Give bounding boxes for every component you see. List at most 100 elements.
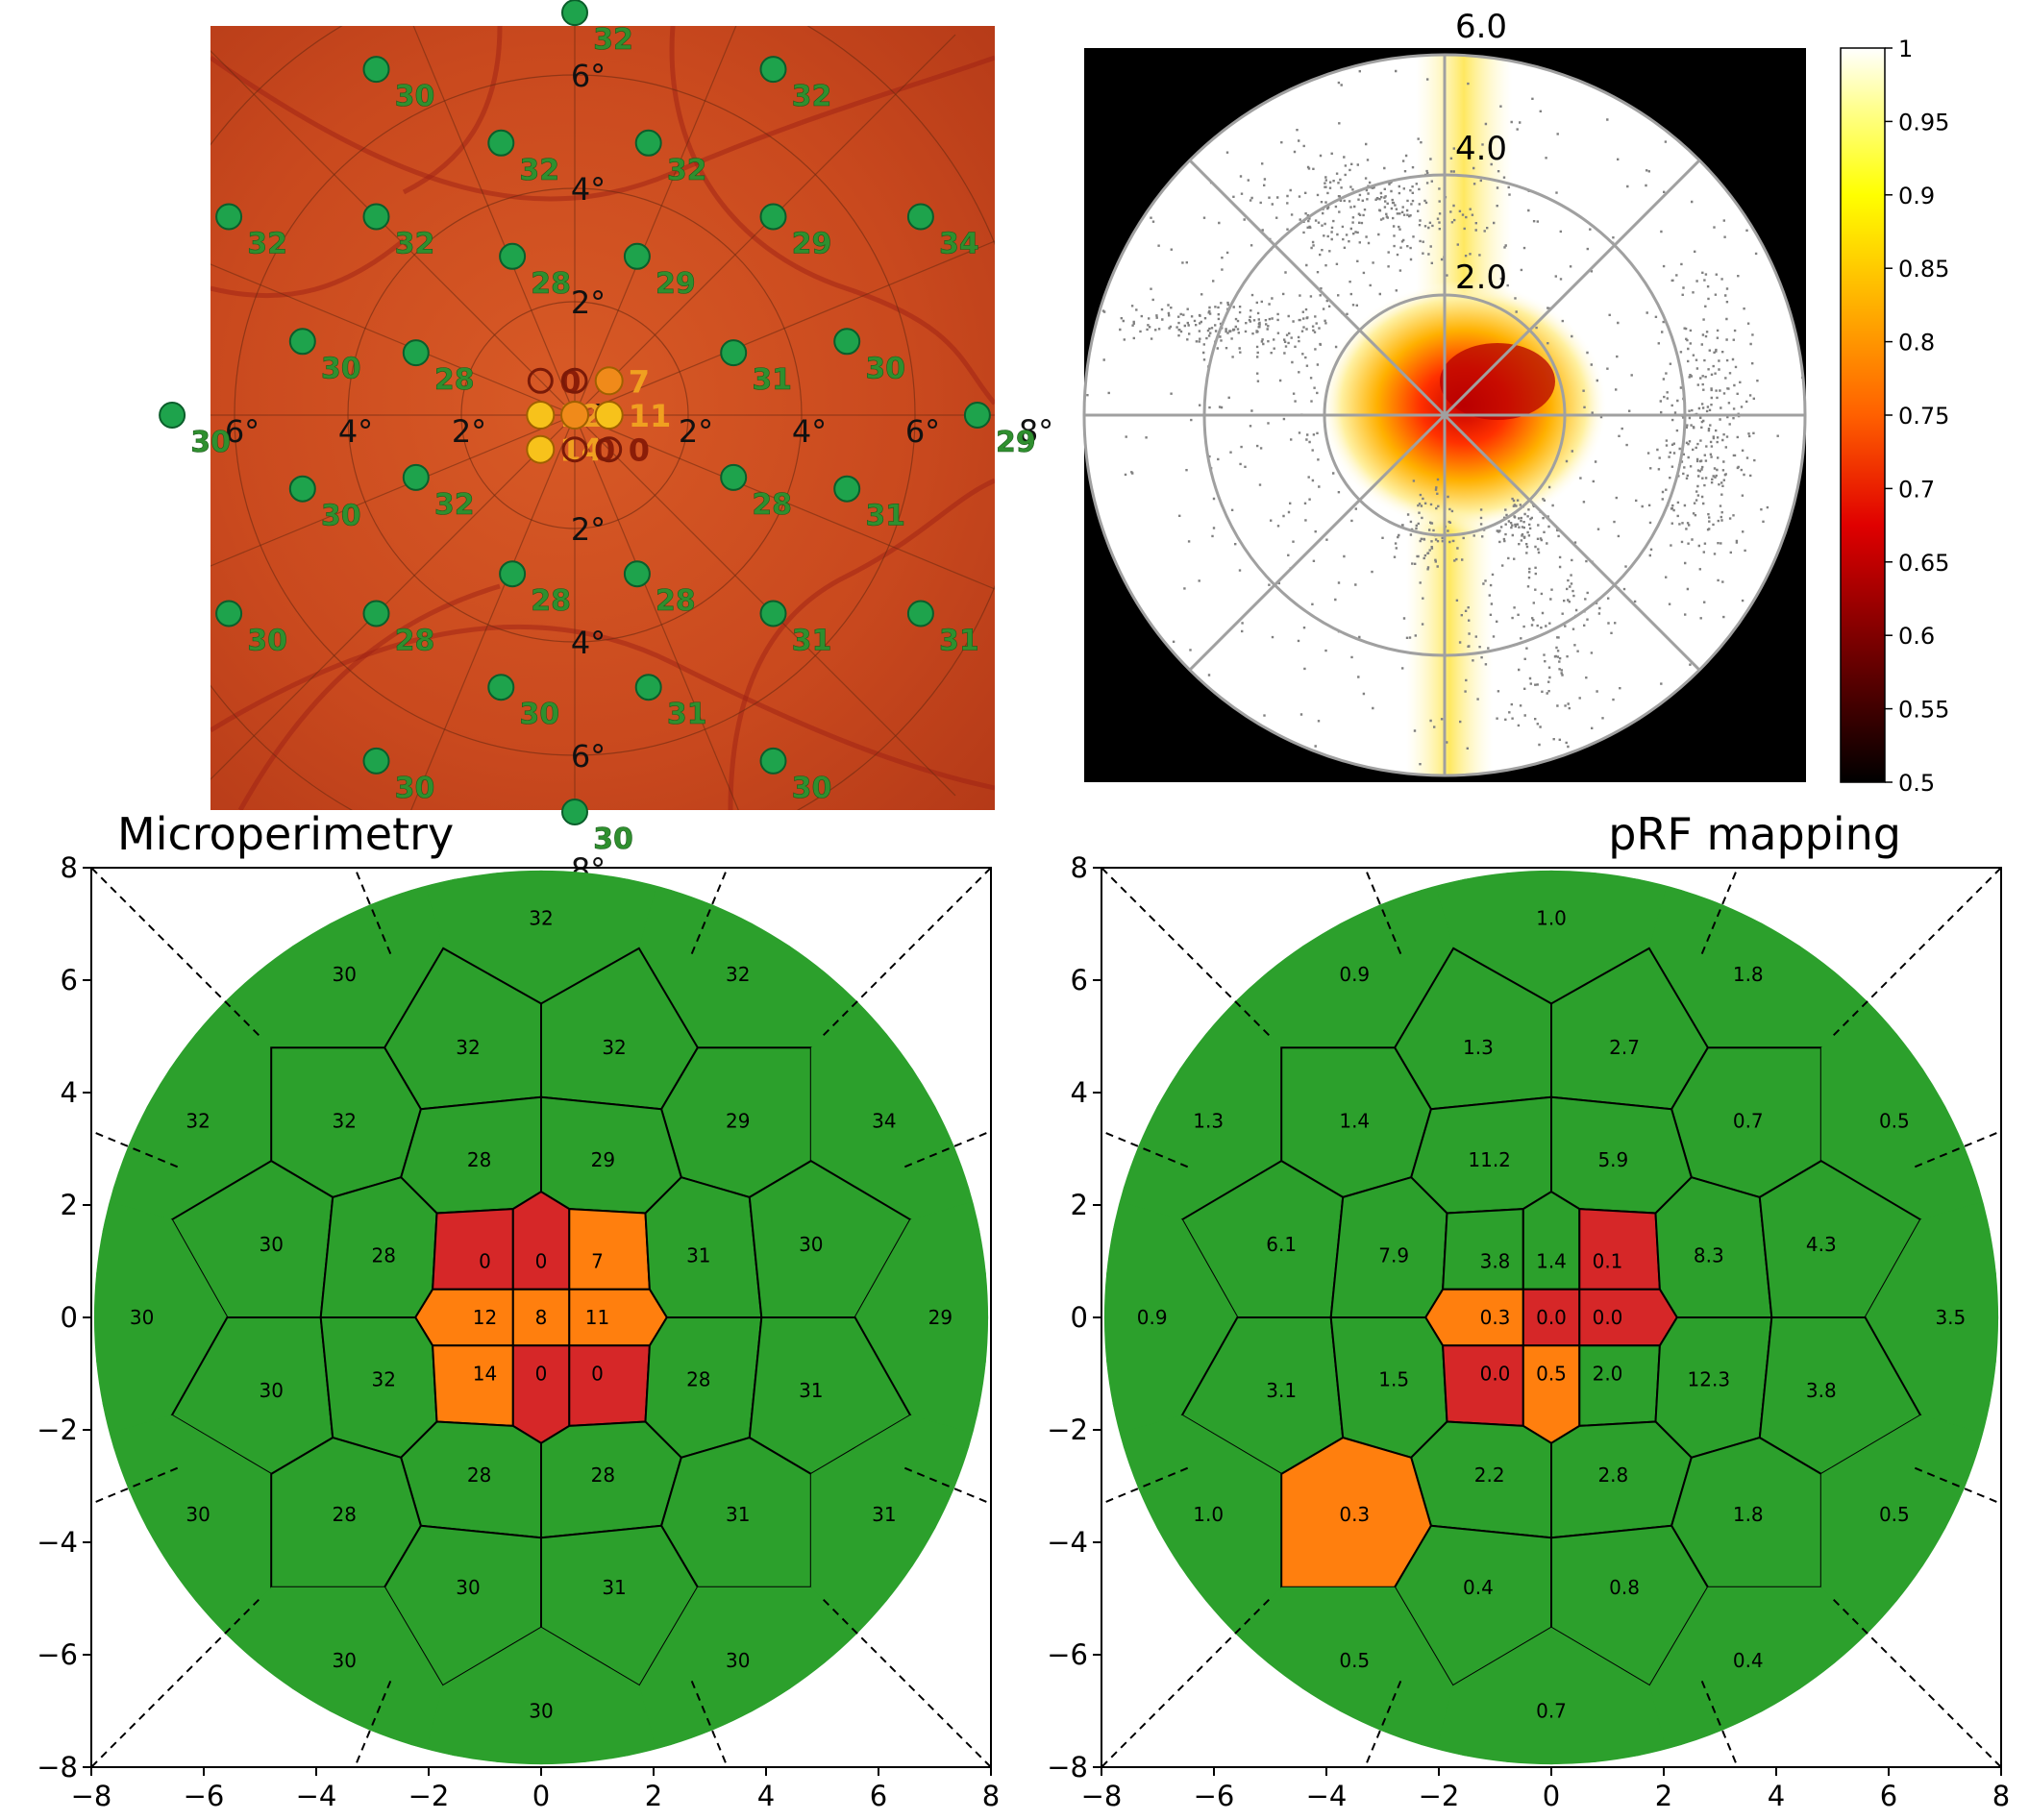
green-stimulus-dot (623, 242, 651, 270)
green-stimulus-dot (362, 56, 390, 84)
x-tick-label: 2 (1655, 1780, 1672, 1812)
green-stimulus-dot (759, 203, 787, 231)
cell (1436, 1627, 1667, 1765)
grid-spoke (1443, 413, 1701, 672)
ring-label: 4.0 (1455, 130, 1507, 168)
cell (511, 1344, 571, 1444)
cell (1235, 886, 1454, 1048)
cell-value-label: 32 (529, 907, 553, 930)
green-sensitivity-value: 30 (247, 625, 287, 658)
y-tick-label: 0 (1071, 1301, 1088, 1334)
degree-spoke (412, 26, 576, 416)
y-tick-label: 6 (1071, 964, 1088, 996)
green-sensitivity-value: 32 (593, 23, 633, 57)
sector-divider (1103, 1466, 1189, 1504)
cell-value-label: 8.3 (1694, 1244, 1724, 1267)
x-tick-label: −4 (296, 1780, 337, 1812)
green-sensitivity-value: 29 (792, 228, 832, 261)
colorbar-tick-label: 1 (1898, 36, 1913, 62)
green-stimulus-dot (720, 339, 748, 367)
x-tick-label: 2 (645, 1780, 662, 1812)
y-tick-label: −8 (1047, 1751, 1088, 1783)
cell-value-label: 32 (371, 1367, 395, 1390)
green-sensitivity-value: 30 (792, 772, 832, 805)
horizontal-degree-label: 8° (1019, 413, 1053, 450)
sector-divider (903, 1466, 989, 1504)
green-sensitivity-value: 30 (395, 772, 435, 805)
vertical-degree-label: 4° (571, 625, 606, 661)
sector-divider (1365, 870, 1402, 955)
cell (568, 1208, 651, 1291)
green-stimulus-dot (759, 56, 787, 84)
central-stimulus-dot (594, 401, 624, 430)
polar-grid (1082, 53, 1807, 777)
horizontal-degree-label: 4° (338, 413, 373, 450)
ring-labels: 2.0 4.0 6.0 (1455, 8, 1507, 297)
degree-spoke (574, 26, 737, 416)
green-sensitivity-value: 30 (519, 698, 559, 731)
cell (1649, 1586, 1868, 1749)
green-sensitivity-value: 31 (939, 625, 979, 658)
horizontal-degree-label: 2° (452, 413, 486, 450)
cell-value-label: 12.3 (1688, 1367, 1731, 1390)
x-tick-label: −8 (1081, 1780, 1123, 1812)
green-sensitivity-value: 30 (321, 500, 361, 533)
y-tick-label: −6 (1047, 1638, 1088, 1671)
cell-value-label: 1.0 (1193, 1503, 1224, 1526)
cell-value-label: 2.7 (1609, 1036, 1640, 1059)
x-tick-label: −4 (1306, 1780, 1348, 1812)
y-tick-label: −2 (1047, 1414, 1088, 1446)
cell-value-label: 7.9 (1378, 1244, 1409, 1267)
cell (810, 1414, 973, 1634)
cell-value-label: 29 (928, 1306, 953, 1329)
green-stimulus-dot (487, 674, 515, 701)
cell-value-label: 0.7 (1536, 1700, 1567, 1723)
cell (1235, 1586, 1453, 1749)
green-sensitivity-value: 32 (247, 228, 287, 261)
green-stimulus-dot (402, 463, 430, 491)
green-sensitivity-value: 29 (656, 267, 696, 301)
y-tick-label: 8 (61, 851, 78, 884)
cell-value-label: 30 (799, 1233, 823, 1256)
cell-value-label: 5.9 (1597, 1148, 1628, 1171)
cell (432, 1344, 514, 1427)
green-sensitivity-value: 31 (792, 625, 832, 658)
cell-value-label: 31 (686, 1244, 710, 1267)
cell-value-label: 30 (456, 1576, 480, 1599)
cell-value-label: 1.4 (1339, 1109, 1370, 1132)
green-sensitivity-value: 30 (190, 426, 231, 459)
sector-divider (93, 1466, 179, 1504)
cell-value-label: 2.2 (1474, 1463, 1505, 1487)
fundus-microperimetry-image: 8°6°4°2°0°2°4°6°8°6°4°2°2°4°6°8° 3230323… (159, 0, 1053, 888)
x-tick-label: 8 (1992, 1780, 2010, 1812)
cell (810, 1001, 973, 1220)
cell-value-label: 32 (333, 1109, 357, 1132)
cell-value-label: 8 (535, 1306, 548, 1329)
sector-divider (690, 1680, 728, 1765)
sector-divider (1103, 1131, 1189, 1168)
cell-value-label: 1.3 (1193, 1109, 1224, 1132)
cell-value-label: 14 (473, 1363, 497, 1386)
vertical-degree-label: 2° (571, 511, 606, 548)
green-stimulus-dot (159, 402, 186, 429)
cell-value-label: 34 (872, 1109, 896, 1132)
green-stimulus-dot (362, 203, 390, 231)
x-tick-label: 0 (532, 1780, 550, 1812)
green-sensitivity-value: 31 (667, 698, 707, 731)
sector-divider (1700, 1680, 1738, 1765)
grid-spoke (1188, 413, 1447, 672)
cell-value-label: 6.1 (1266, 1233, 1297, 1256)
central-stimulus-dot (594, 366, 624, 396)
central-sensitivity-value: 11 (629, 398, 672, 434)
cell (1820, 1414, 1983, 1634)
cell (1522, 1191, 1581, 1291)
prf-mapping-chart: 1.0 0.9 1.8 1.3 2.7 1.3 1.4 0.7 0.5 11.2 5.9 6.1 7.9… (1047, 808, 2010, 1812)
green-sensitivity-value: 30 (395, 80, 435, 113)
degree-spoke (574, 240, 995, 416)
zero-stimulus-ring (561, 367, 588, 394)
cell-value-label: 4.3 (1806, 1233, 1837, 1256)
cell-value-label: 30 (186, 1503, 210, 1526)
colorbar-gradient (1840, 47, 1886, 783)
